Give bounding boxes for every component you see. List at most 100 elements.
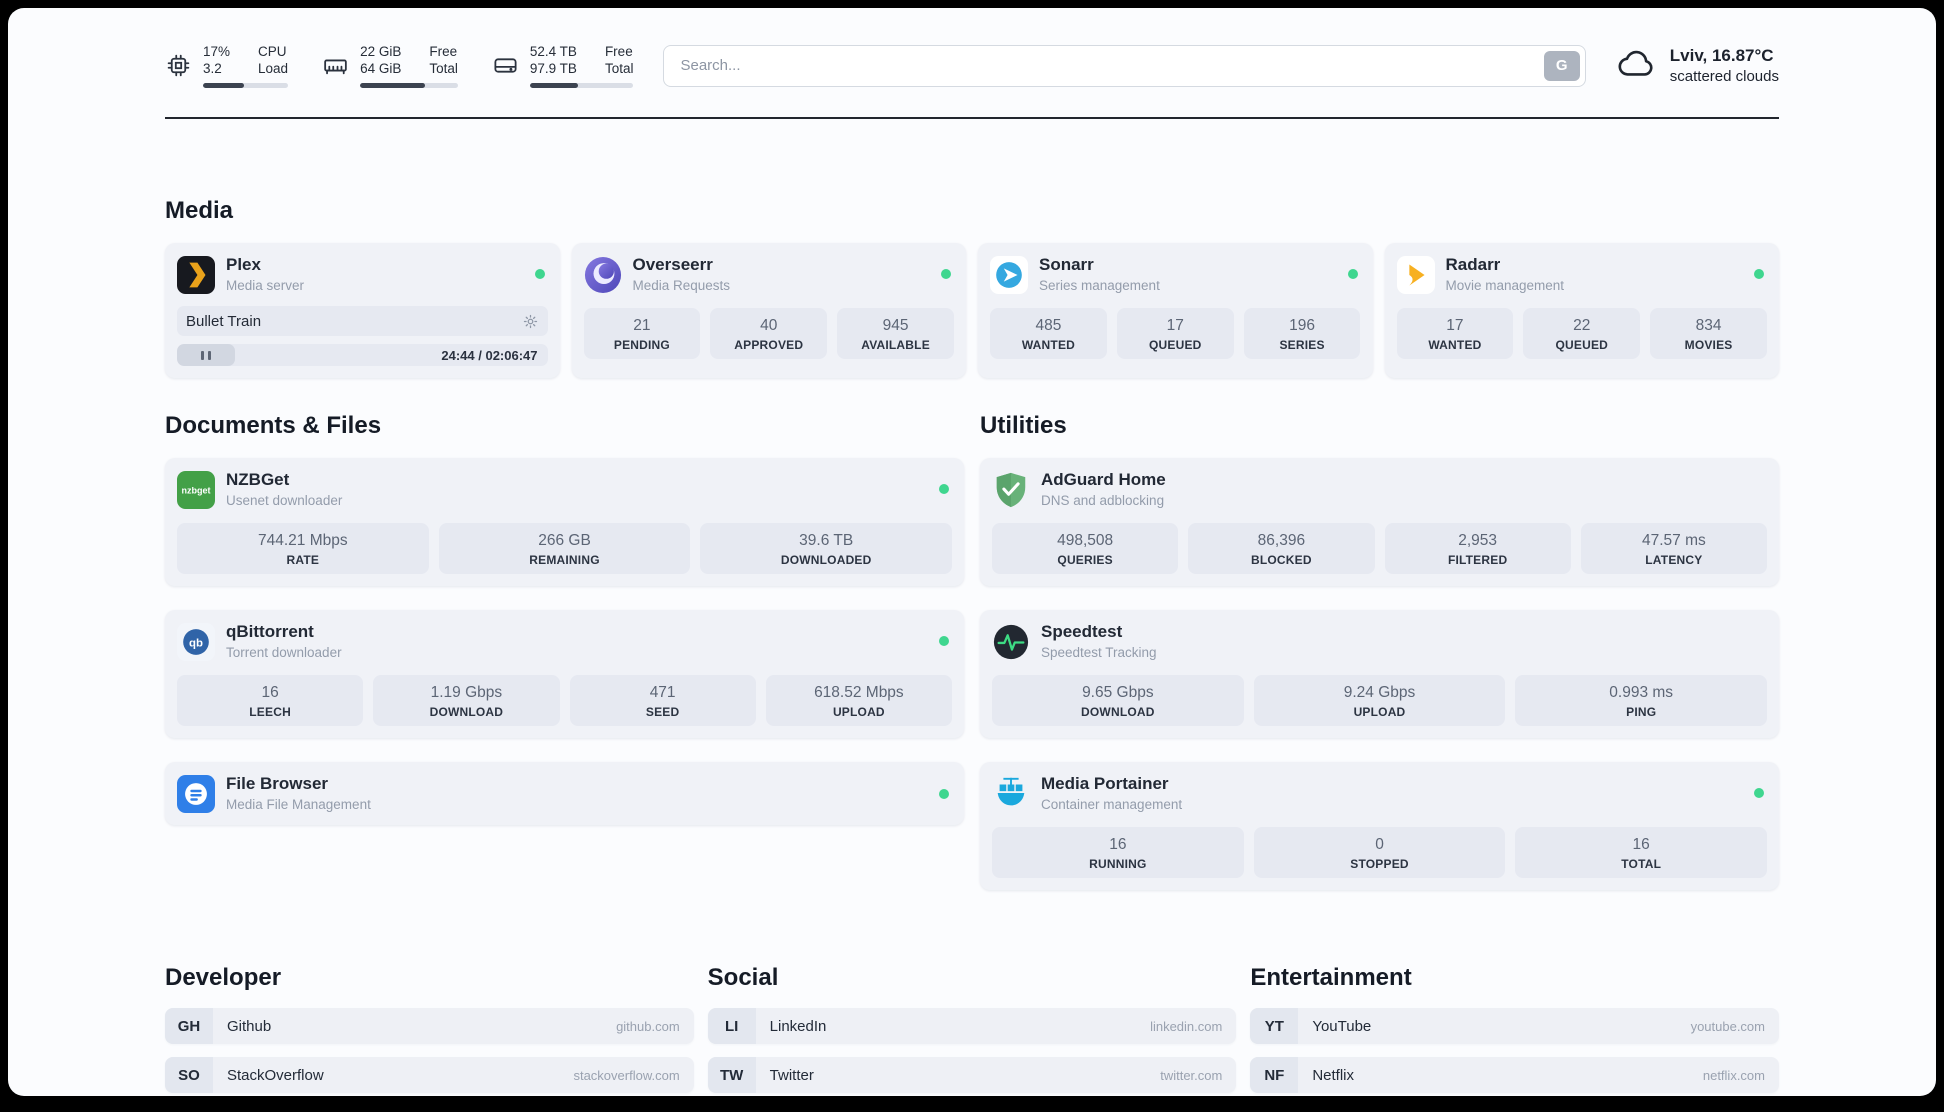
section-title-documents: Documents & Files [165,412,382,439]
stat-label: DOWNLOAD [429,705,504,719]
app-description: Media Requests [632,278,731,293]
app-description: Media server [226,278,305,293]
stat-label: AVAILABLE [861,338,930,352]
stat-seed: 471 SEED [569,675,756,726]
app-head: File Browser Media File Management [177,774,952,813]
app-card-speedtest[interactable]: Speedtest Speedtest Tracking 9.65 Gbps D… [980,610,1779,738]
stat-label: MOVIES [1684,338,1733,352]
stat-value: 9.65 Gbps [1082,684,1154,701]
app-head: Radarr Movie management [1396,255,1768,294]
dashboard-content: 17% 3.2 CPU Load [165,42,1779,1096]
qbittorrent-icon: qb [177,622,215,661]
stat-value: 9.24 Gbps [1343,684,1416,701]
stat-label: QUEUED [1148,338,1202,352]
now-playing-row: Bullet Train [177,306,548,336]
app-card-qbittorrent[interactable]: qb qBittorrent Torrent downloader 16 LEE… [165,610,964,738]
memory-usage-bar [360,83,458,88]
bookmark-abbr: GH [165,1008,213,1044]
stat-value: 834 [1695,317,1722,334]
dashboard-frame: 17% 3.2 CPU Load [8,8,1936,1096]
stat-wanted: 485 WANTED [990,308,1107,359]
app-card-adguard[interactable]: AdGuard Home DNS and adblocking 498,508 … [980,458,1779,586]
search-input[interactable] [663,44,1586,87]
stat-label: LEECH [249,705,291,719]
status-dot [1754,269,1764,279]
app-card-plex[interactable]: Plex Media server Bullet Train 24:44 / [165,243,560,378]
stat-value: 498,508 [1057,532,1114,549]
svg-text:qb: qb [189,637,203,649]
bookmark-abbr: NF [1250,1057,1299,1093]
bookmark-stackoverflow[interactable]: SO StackOverflow stackoverflow.com [165,1057,694,1093]
app-card-radarr[interactable]: Radarr Movie management 17 WANTED 22 QUE… [1384,243,1779,378]
bookmark-url: youtube.com [1690,1018,1765,1034]
sonarr-icon [990,255,1028,294]
bookmark-url: netflix.com [1702,1067,1765,1083]
cpu-icon [165,52,192,79]
bookmark-youtube[interactable]: YT YouTube youtube.com [1250,1008,1779,1044]
bookmark-name: Netflix [1312,1066,1355,1084]
bookmark-twitter[interactable]: TW Twitter twitter.com [707,1057,1237,1093]
memory-monitor: 22 GiB 64 GiB Free Total [322,43,458,88]
stat-series: 196 SERIES [1243,308,1361,359]
stat-value: 266 GB [538,532,591,549]
stat-download: 1.19 Gbps DOWNLOAD [373,675,560,726]
status-dot [939,788,949,799]
bookmark-linkedin[interactable]: LI LinkedIn linkedin.com [707,1008,1237,1044]
stat-wanted: 17 WANTED [1396,308,1514,359]
app-head: AdGuard Home DNS and adblocking [992,470,1767,509]
app-head: Sonarr Series management [990,255,1361,294]
app-card-sonarr[interactable]: Sonarr Series management 485 WANTED 17 Q… [978,243,1373,378]
search-engine-button[interactable]: G [1543,50,1580,81]
bookmark-url: stackoverflow.com [573,1067,680,1083]
app-description: Speedtest Tracking [1041,645,1157,660]
pause-button[interactable] [177,344,235,366]
stat-label: WANTED [1021,338,1076,352]
app-stats: 17 WANTED 22 QUEUED 834 MOVIES [1396,308,1768,359]
bookmark-abbr: YT [1250,1008,1299,1044]
system-monitors: 17% 3.2 CPU Load [165,43,634,88]
app-card-overseerr[interactable]: Overseerr Media Requests 21 PENDING 40 A… [571,243,966,378]
app-card-nzbget[interactable]: nzbget NZBGet Usenet downloader 744.21 M… [165,458,964,586]
bookmark-netflix[interactable]: NF Netflix netflix.com [1250,1057,1779,1093]
weather-widget: Lviv, 16.87°C scattered clouds [1616,42,1779,89]
app-description: Container management [1041,797,1183,812]
stat-label: PING [1626,705,1657,719]
status-dot [534,269,545,279]
stat-blocked: 86,396 BLOCKED [1188,523,1375,574]
stat-label: UPLOAD [832,705,885,719]
bookmark-name: Twitter [769,1066,814,1084]
playback-progress-bar[interactable]: 24:44 / 02:06:47 [177,344,548,366]
cpu-label-top: CPU [258,44,287,59]
app-head: nzbget NZBGet Usenet downloader [177,470,952,509]
storage-total-value: 97.9 TB [529,61,577,76]
cpu-usage-bar-fill [203,83,244,88]
section-title-utilities: Utilities [980,412,1067,439]
bookmark-name: StackOverflow [227,1066,324,1084]
bookmark-github[interactable]: GH Github github.com [165,1008,694,1044]
stat-movies: 834 MOVIES [1650,308,1767,359]
stat-value: 0 [1375,836,1384,853]
app-description: Media File Management [226,797,371,812]
adguard-icon [992,471,1030,509]
app-card-filebrowser[interactable]: File Browser Media File Management [165,762,964,825]
stat-value: 17 [1166,317,1184,334]
app-card-portainer[interactable]: Media Portainer Container management 16 … [980,762,1779,890]
middle-columns: Documents & Files nzbget NZBGet Usenet d… [165,412,1779,890]
section-title-media: Media [165,197,234,224]
bookmark-group-entertainment: Entertainment YT YouTube youtube.com NF … [1250,964,1779,1096]
status-dot [1347,269,1358,279]
status-dot [939,484,949,494]
stat-value: 744.21 Mbps [258,532,348,549]
stat-total: 16 TOTAL [1515,827,1768,878]
stat-remaining: 266 GB REMAINING [438,523,691,574]
gear-icon[interactable] [522,313,539,330]
stat-label: DOWNLOAD [1081,705,1155,719]
stat-label: REMAINING [529,553,600,567]
stat-ping: 0.993 ms PING [1515,675,1768,726]
stat-value: 16 [261,684,279,701]
status-dot [941,269,951,279]
weather-condition: scattered clouds [1669,67,1779,85]
stat-latency: 47.57 ms LATENCY [1580,523,1767,574]
cpu-usage-value: 17% [203,44,231,59]
radarr-icon [1396,255,1435,294]
